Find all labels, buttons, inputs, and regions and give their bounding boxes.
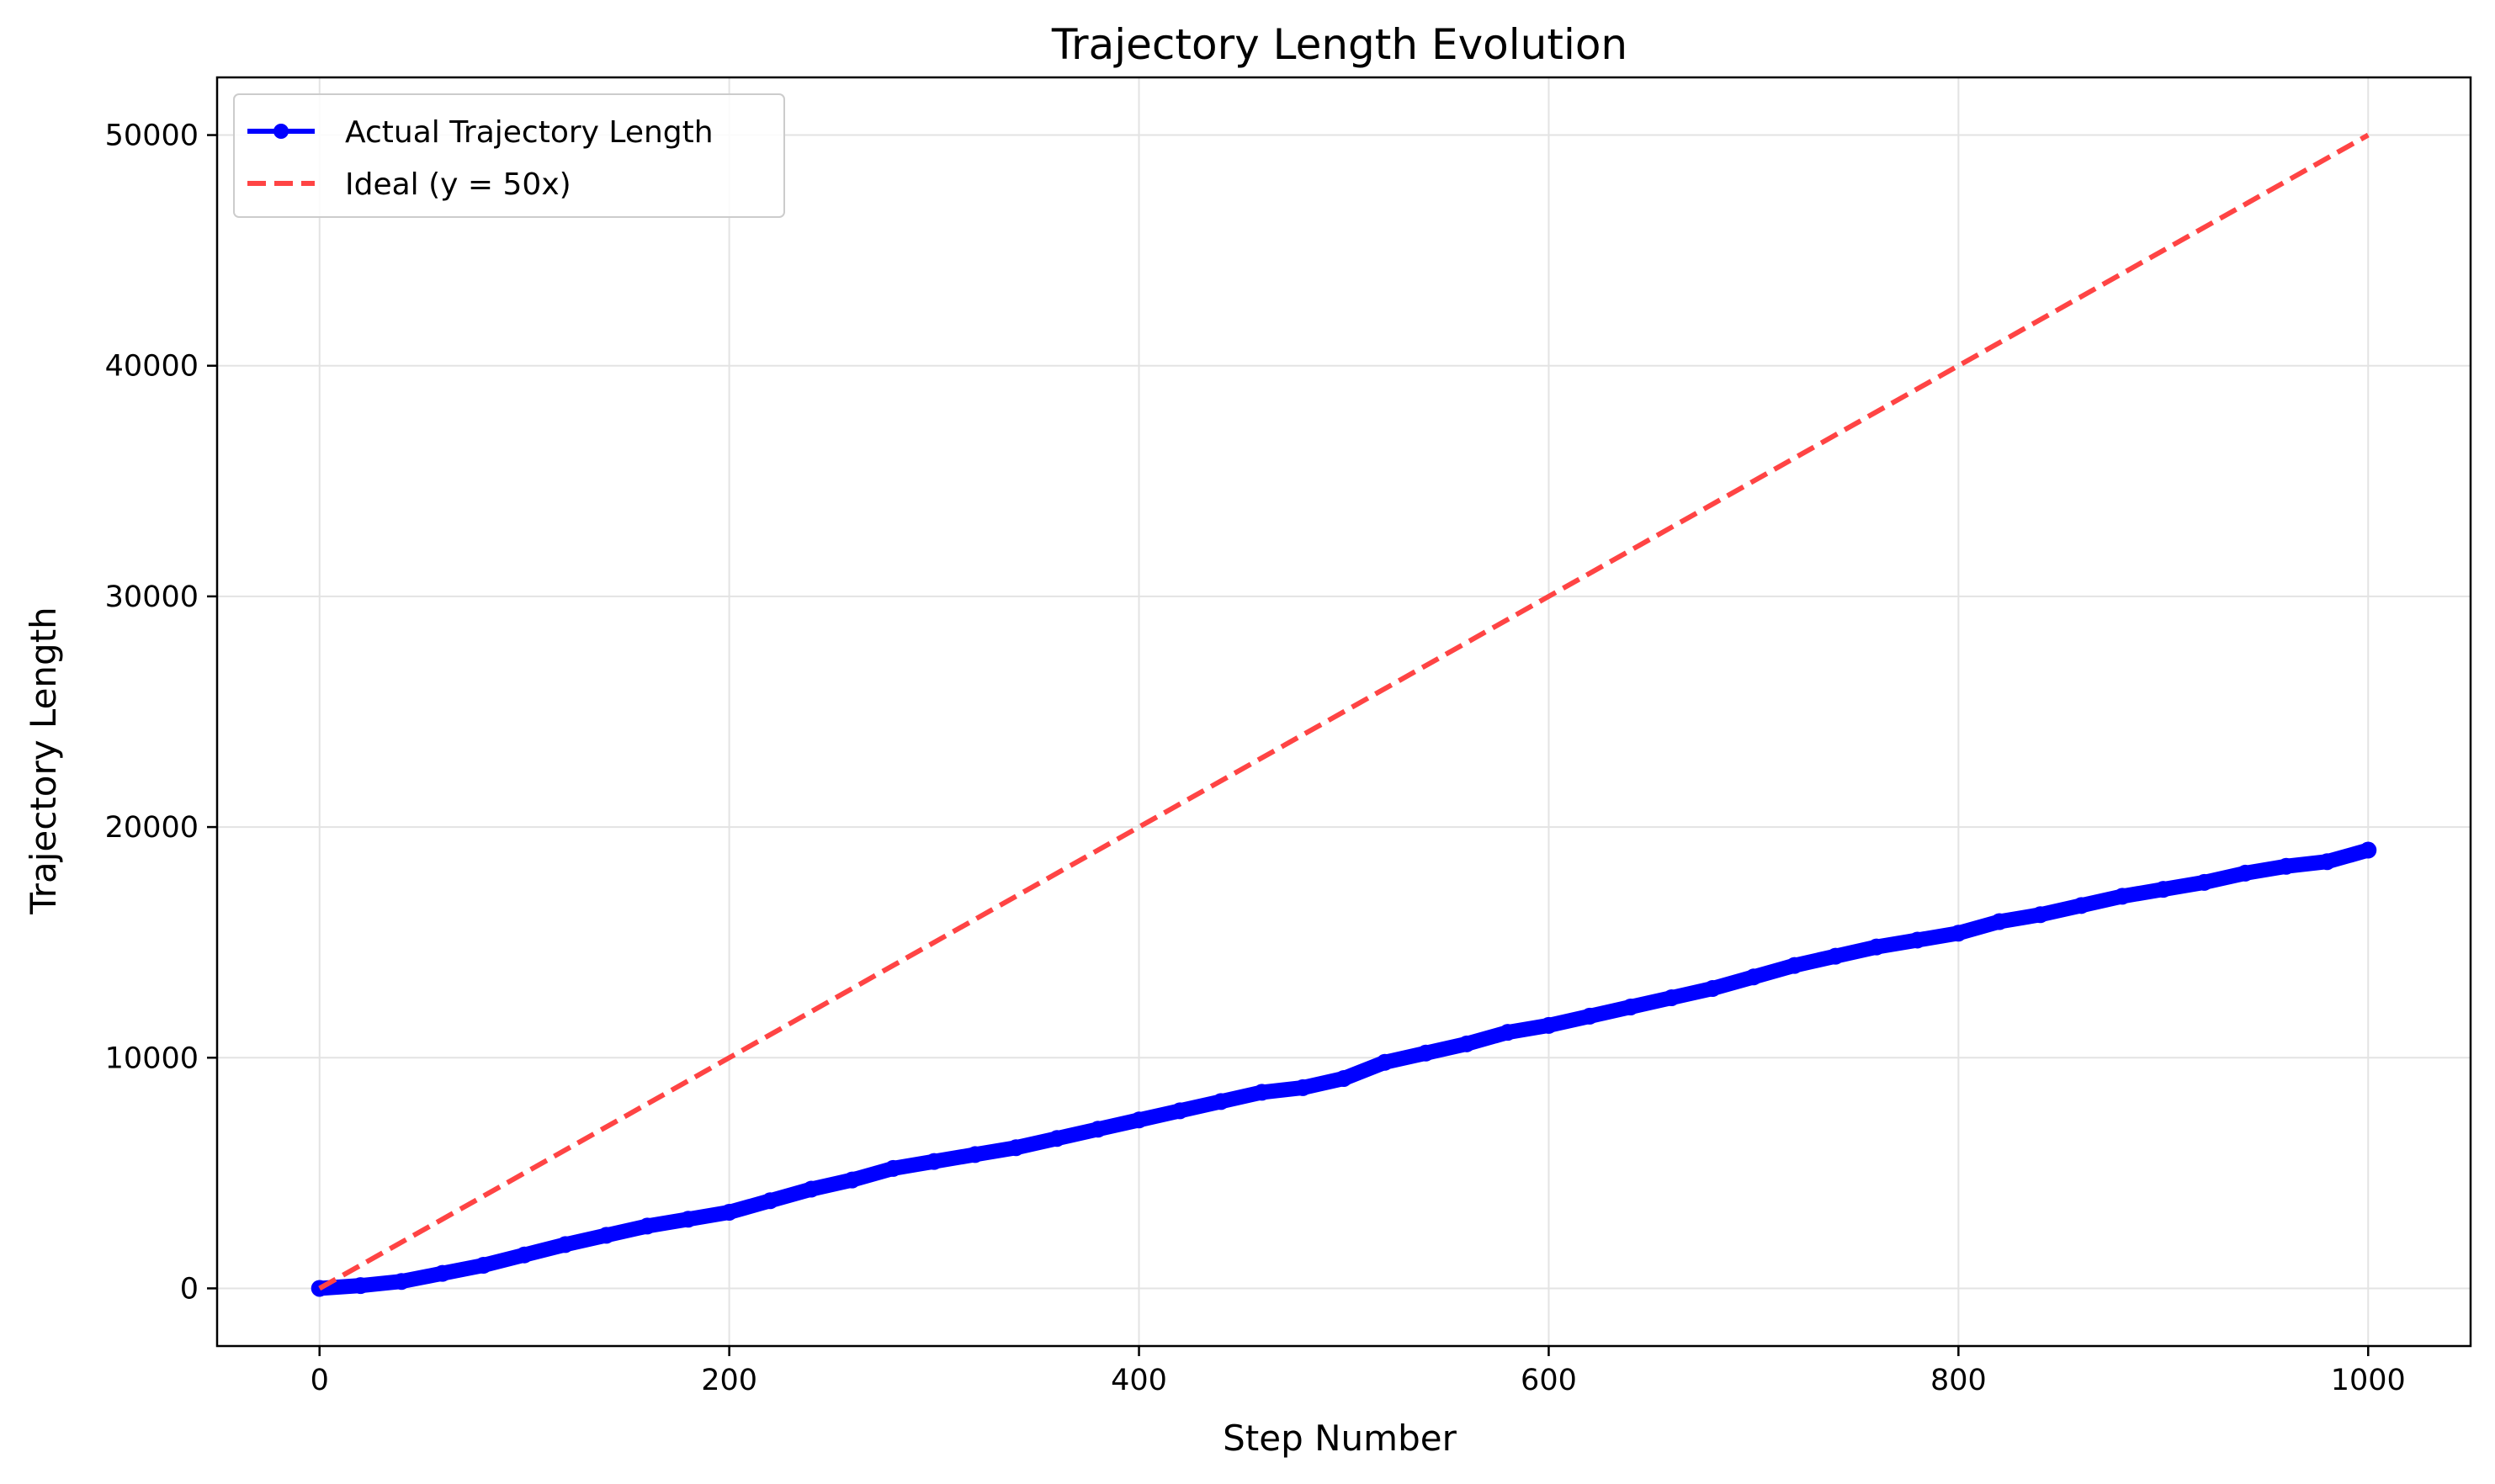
series-actual-point: [1212, 1093, 1229, 1110]
x-tick-label: 400: [1111, 1364, 1167, 1397]
chart-title: Trajectory Length Evolution: [1051, 20, 1627, 69]
x-tick-label: 800: [1930, 1364, 1987, 1397]
x-tick-label: 600: [1521, 1364, 1577, 1397]
series-actual-point: [393, 1273, 411, 1291]
series-layer: [311, 132, 2377, 1297]
series-actual-point: [1089, 1121, 1107, 1138]
series-actual-point: [720, 1203, 738, 1221]
series-actual-point: [2154, 881, 2172, 898]
y-tick-label: 0: [180, 1272, 199, 1306]
series-actual-point: [1499, 1024, 1516, 1041]
series-actual-point: [1786, 957, 1803, 974]
x-tick-label: 200: [701, 1364, 757, 1397]
series-actual-point: [1867, 938, 1885, 956]
series-actual-point: [1335, 1069, 1352, 1087]
series-actual-point: [1827, 947, 1845, 965]
series-actual-point: [433, 1264, 451, 1282]
series-actual-point: [1991, 913, 2009, 930]
series-actual-point: [556, 1236, 574, 1253]
legend-marker-actual: [273, 124, 289, 139]
series-actual-point: [1622, 998, 1639, 1015]
series-actual-point: [2195, 873, 2213, 891]
series-actual-point: [1663, 988, 1680, 1006]
y-axis-label: Trajectory Length: [23, 607, 64, 915]
series-ideal-line: [318, 132, 2370, 1291]
series-actual-point: [1048, 1130, 1066, 1147]
series-actual-point: [2277, 857, 2295, 875]
series-actual-point: [2318, 853, 2336, 871]
series-actual-point: [762, 1192, 779, 1210]
series-actual-point: [843, 1171, 861, 1189]
series-actual-point: [966, 1146, 984, 1163]
series-actual-point: [803, 1180, 820, 1198]
series-actual-point: [1744, 968, 1762, 986]
series-actual-point: [679, 1211, 697, 1228]
series-actual-point: [1007, 1139, 1025, 1157]
series-actual-point: [2031, 906, 2049, 924]
legend: Actual Trajectory Length Ideal (y = 50x): [233, 93, 785, 218]
series-actual-point: [2237, 864, 2254, 882]
y-tick-label: 50000: [105, 119, 199, 153]
legend-label-actual: Actual Trajectory Length: [345, 115, 714, 150]
series-actual-point: [639, 1217, 656, 1235]
series-actual-point: [1253, 1084, 1271, 1101]
x-tick-label: 0: [311, 1364, 329, 1397]
y-tick-label: 20000: [105, 811, 199, 845]
series-actual-point: [1458, 1035, 1476, 1052]
series-actual-point: [926, 1153, 943, 1170]
series-actual-point: [1908, 931, 1926, 949]
series-actual-point: [1171, 1102, 1189, 1120]
series-actual-point: [1950, 925, 1967, 942]
plot-area-frame: [215, 76, 2472, 1348]
series-actual-point: [1540, 1016, 1558, 1034]
series-actual-point: [884, 1159, 902, 1177]
series-actual-point: [516, 1246, 534, 1264]
series-actual-point: [1130, 1111, 1148, 1129]
series-actual-point: [1704, 980, 1722, 998]
series-actual-point: [2114, 888, 2131, 905]
series-actual-point: [1294, 1079, 1312, 1096]
series-actual-point: [352, 1277, 369, 1295]
y-tick-label: 30000: [105, 580, 199, 614]
series-actual-point: [2073, 897, 2090, 914]
series-actual-point: [1417, 1044, 1435, 1062]
series-actual-point: [475, 1257, 492, 1275]
series-actual-point: [1376, 1053, 1393, 1071]
x-axis-label: Step Number: [1223, 1418, 1457, 1459]
ticks: 0 200 400 600 800 100001000020000300004000050…: [105, 119, 2406, 1397]
series-actual-point: [1581, 1007, 1599, 1025]
x-tick-label: 1000: [2331, 1364, 2406, 1397]
legend-label-ideal: Ideal (y = 50x): [345, 167, 571, 202]
legend-box: [233, 93, 785, 218]
y-tick-label: 10000: [105, 1041, 199, 1075]
series-actual-point: [597, 1227, 615, 1244]
series-actual-point: [2360, 841, 2377, 859]
y-tick-label: 40000: [105, 350, 199, 384]
